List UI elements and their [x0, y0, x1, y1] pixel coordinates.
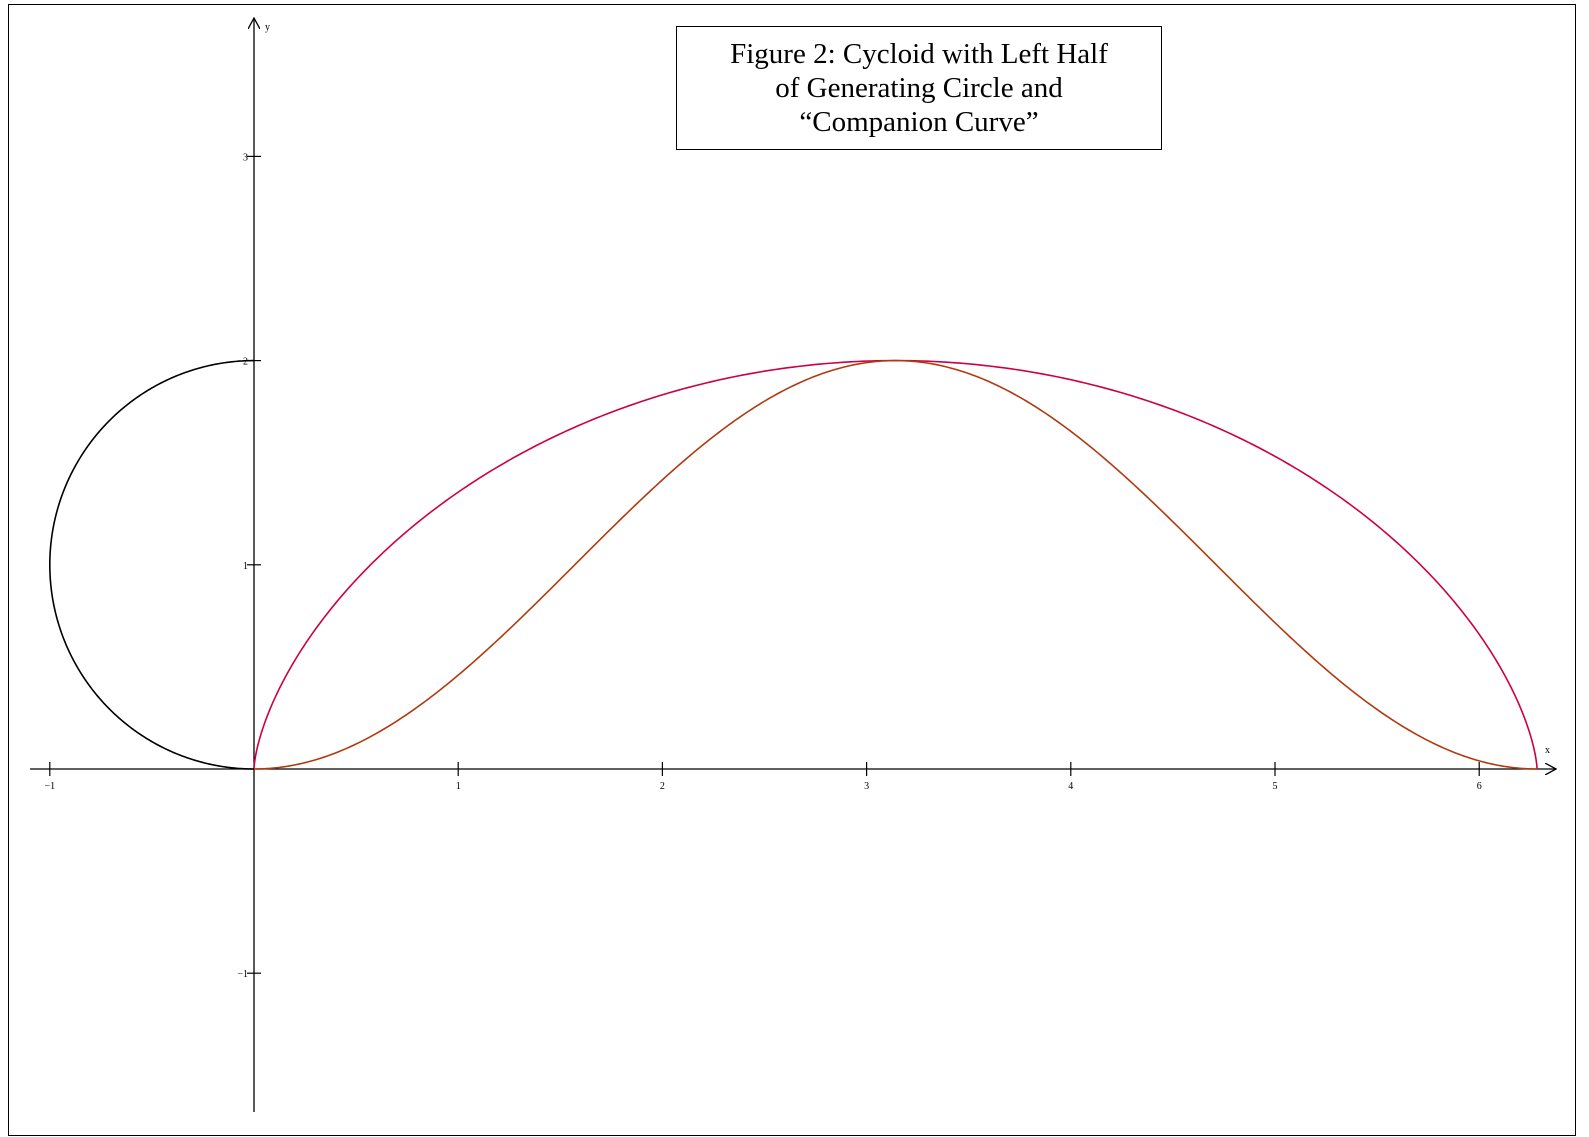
x-tick-label: 4 [1068, 781, 1073, 792]
x-tick-label: 5 [1273, 781, 1278, 792]
generating-circle-left-half-line [50, 361, 254, 769]
y-axis-label: y [265, 22, 270, 33]
axes: x y −1 1 2 3 4 5 6 3 2 1 −1 [30, 18, 1556, 1112]
companion-curve-line [254, 361, 1537, 769]
chart-title-line-2: of Generating Circle and [775, 71, 1062, 105]
chart-title-line-1: Figure 2: Cycloid with Left Half [730, 37, 1108, 71]
x-tick-label: 3 [864, 781, 869, 792]
x-tick-label: 2 [660, 781, 665, 792]
chart-title: Figure 2: Cycloid with Left Half of Gene… [676, 26, 1162, 150]
y-tick-label: 3 [243, 152, 248, 163]
x-tick-label: 6 [1477, 781, 1482, 792]
curves [50, 361, 1537, 769]
y-tick-label: −1 [237, 969, 248, 980]
x-tick-label: −1 [44, 781, 55, 792]
y-tick-label: 1 [243, 561, 248, 572]
chart-title-line-3: “Companion Curve” [799, 105, 1038, 139]
x-tick-label: 1 [456, 781, 461, 792]
x-axis-label: x [1545, 745, 1550, 756]
y-tick-label: 2 [243, 357, 248, 368]
cycloid-line [254, 361, 1537, 769]
